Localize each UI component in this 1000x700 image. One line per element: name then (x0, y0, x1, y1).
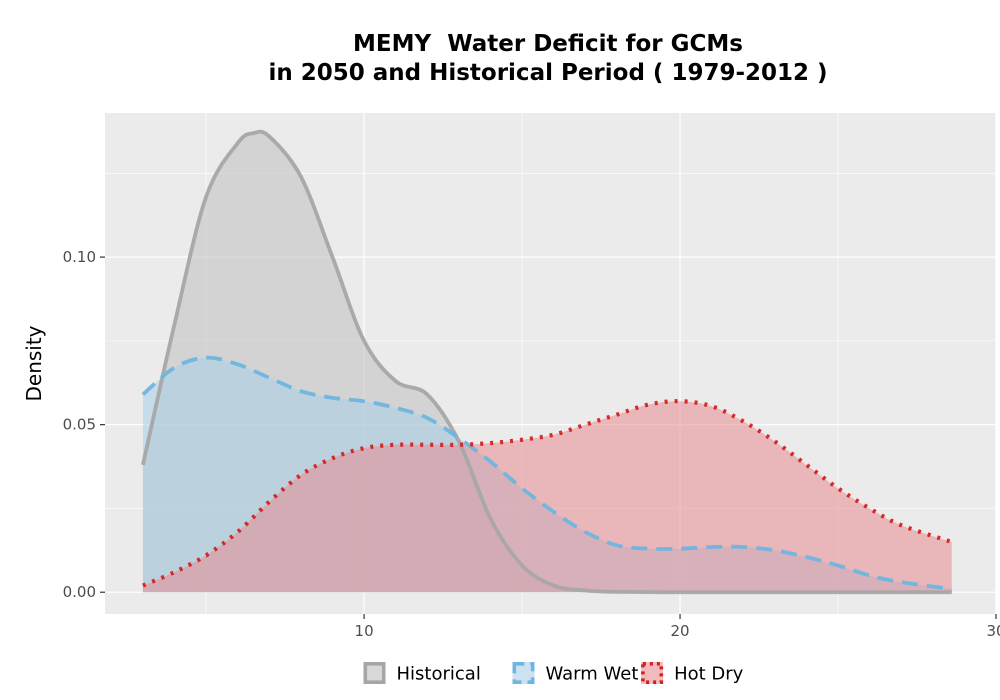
legend-key-border (512, 661, 535, 684)
chart-title-line-1: MEMY Water Deficit for GCMs (353, 31, 743, 57)
chart-title-line-2: in 2050 and Historical Period ( 1979-201… (268, 60, 828, 86)
legend-item-historical[interactable]: Historical (363, 661, 481, 685)
y-tick-label: 0.10 (63, 248, 96, 266)
legend-label: Hot Dry (674, 664, 744, 685)
y-axis-title: Density (22, 325, 46, 401)
legend-key-border (641, 661, 664, 684)
x-tick-label: 10 (355, 622, 374, 640)
legend-item-hot-dry[interactable]: Hot Dry (641, 661, 744, 685)
chart-title: MEMY Water Deficit for GCMs in 2050 and … (100, 30, 996, 88)
x-tick-label: 30 (986, 622, 1000, 640)
legend-key-fill (641, 662, 664, 684)
y-tick-label: 0.00 (63, 583, 96, 601)
x-tick-label: 20 (670, 622, 689, 640)
legend-key-border (363, 661, 386, 684)
density-area-hot-dry (142, 401, 952, 593)
density-line-historical (141, 129, 952, 595)
legend-label: Historical (397, 664, 481, 685)
legend-key-fill (512, 662, 535, 684)
legend-key-fill (363, 662, 386, 684)
legend-label: Warm Wet (546, 664, 639, 685)
y-tick-label: 0.05 (63, 416, 96, 434)
legend-item-warm-wet[interactable]: Warm Wet (512, 661, 639, 685)
